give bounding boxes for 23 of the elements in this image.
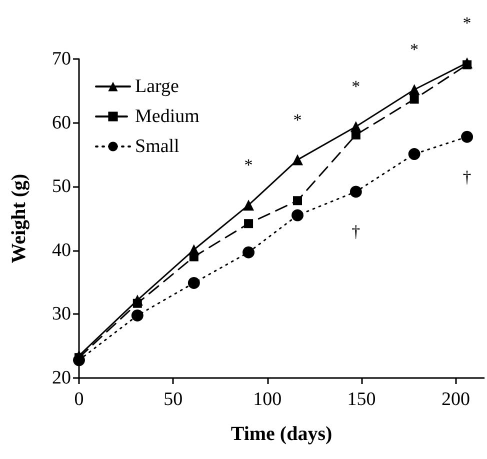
annotation: † — [462, 167, 472, 186]
annotation: * — [410, 40, 419, 60]
y-tick-label: 70 — [52, 48, 71, 70]
y-tick-label: 50 — [52, 176, 71, 198]
x-tick-label: 0 — [74, 389, 84, 410]
annotation: * — [293, 110, 302, 130]
x-tick-label: 50 — [164, 389, 183, 410]
x-axis-title: Time (days) — [230, 423, 332, 445]
annotation: * — [352, 77, 360, 96]
x-tick-label: 200 — [441, 389, 470, 410]
y-tick-label: 60 — [52, 112, 71, 134]
y-tick-label: 20 — [52, 368, 71, 388]
annotation: † — [352, 222, 360, 242]
y-axis-title: Weight (g) — [8, 174, 30, 264]
legend-label: Small — [135, 136, 180, 157]
x-tick-label: 150 — [347, 389, 376, 410]
legend-label: Large — [135, 76, 179, 97]
annotation: * — [462, 13, 472, 32]
y-tick-label: 30 — [52, 304, 71, 325]
y-tick-label: 40 — [52, 240, 71, 261]
x-tick-label: 100 — [253, 389, 282, 410]
legend-label: Medium — [135, 106, 200, 127]
annotation: * — [244, 156, 253, 175]
